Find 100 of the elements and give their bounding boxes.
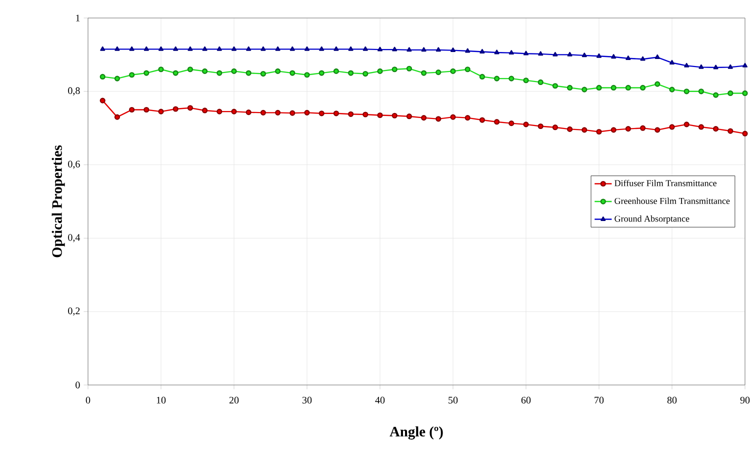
point <box>216 46 222 51</box>
point <box>187 105 194 111</box>
point <box>318 110 324 116</box>
point <box>318 70 324 76</box>
point <box>260 70 266 77</box>
point <box>464 66 470 72</box>
point <box>436 47 441 52</box>
point <box>712 92 719 98</box>
x-tick-label: 20 <box>229 396 239 404</box>
point <box>188 46 193 51</box>
point <box>319 46 324 51</box>
point <box>260 46 266 51</box>
point <box>114 114 120 120</box>
point <box>698 124 704 130</box>
point <box>654 127 660 133</box>
point <box>114 46 120 51</box>
point <box>728 64 733 69</box>
point <box>144 70 150 76</box>
legend-label: Diffuser Film Transmittance <box>614 180 716 186</box>
point <box>202 46 208 51</box>
point <box>348 70 354 76</box>
point <box>596 53 602 58</box>
point <box>450 47 456 52</box>
point <box>625 84 631 91</box>
point <box>232 46 237 51</box>
point <box>114 76 120 82</box>
x-tick-label: 50 <box>448 396 458 404</box>
x-tick-label: 30 <box>302 396 312 404</box>
point <box>172 106 178 112</box>
point <box>654 54 660 59</box>
y-tick-label: 0,8 <box>68 87 80 96</box>
point <box>684 62 690 68</box>
point <box>290 110 296 116</box>
point <box>465 48 470 53</box>
point <box>523 78 529 84</box>
point <box>158 66 164 72</box>
point <box>538 123 544 130</box>
point <box>348 111 354 117</box>
point <box>523 122 529 128</box>
point <box>246 70 252 76</box>
x-tick-label: 70 <box>594 396 604 404</box>
point <box>144 46 149 51</box>
point <box>480 48 485 54</box>
point <box>582 52 587 58</box>
x-tick-label: 80 <box>667 396 677 404</box>
point <box>450 114 456 120</box>
point <box>421 70 427 76</box>
point <box>508 120 514 126</box>
point <box>479 74 485 80</box>
point <box>231 68 237 74</box>
point <box>406 66 412 72</box>
point <box>421 47 426 52</box>
point <box>552 83 558 89</box>
point <box>494 50 500 54</box>
point <box>100 74 106 80</box>
point <box>246 46 252 51</box>
point <box>333 68 339 74</box>
point <box>494 119 500 125</box>
point <box>596 128 602 135</box>
point <box>290 70 296 76</box>
point <box>508 50 514 55</box>
point <box>406 47 412 52</box>
point <box>450 68 456 74</box>
point <box>216 70 222 76</box>
point <box>596 84 602 91</box>
point <box>144 106 150 113</box>
point <box>377 112 383 118</box>
point <box>567 126 573 132</box>
point <box>260 110 266 116</box>
x-axis-title: Angle (º) <box>390 426 443 440</box>
point <box>202 108 208 114</box>
point <box>436 70 442 76</box>
point <box>640 125 646 131</box>
point <box>669 60 674 64</box>
x-tick-label: 10 <box>156 396 166 404</box>
point <box>626 56 631 60</box>
point <box>333 110 339 116</box>
point <box>275 110 281 116</box>
point <box>377 68 383 74</box>
y-axis-title: Optical Properties <box>52 145 65 258</box>
point <box>479 117 485 123</box>
y-tick-label: 0,6 <box>68 160 80 169</box>
point <box>158 108 164 114</box>
point <box>348 46 354 51</box>
point <box>216 108 222 114</box>
point <box>275 68 281 74</box>
point <box>362 70 368 77</box>
point <box>436 116 442 122</box>
point <box>713 64 718 70</box>
point <box>698 88 704 94</box>
point <box>582 86 588 92</box>
point <box>742 62 748 68</box>
point <box>610 84 616 91</box>
point <box>728 128 734 134</box>
x-tick-label: 90 <box>740 396 750 404</box>
point <box>362 46 368 51</box>
point <box>421 115 427 121</box>
point <box>552 124 558 130</box>
point <box>275 46 280 51</box>
y-tick-label: 0 <box>76 382 80 388</box>
